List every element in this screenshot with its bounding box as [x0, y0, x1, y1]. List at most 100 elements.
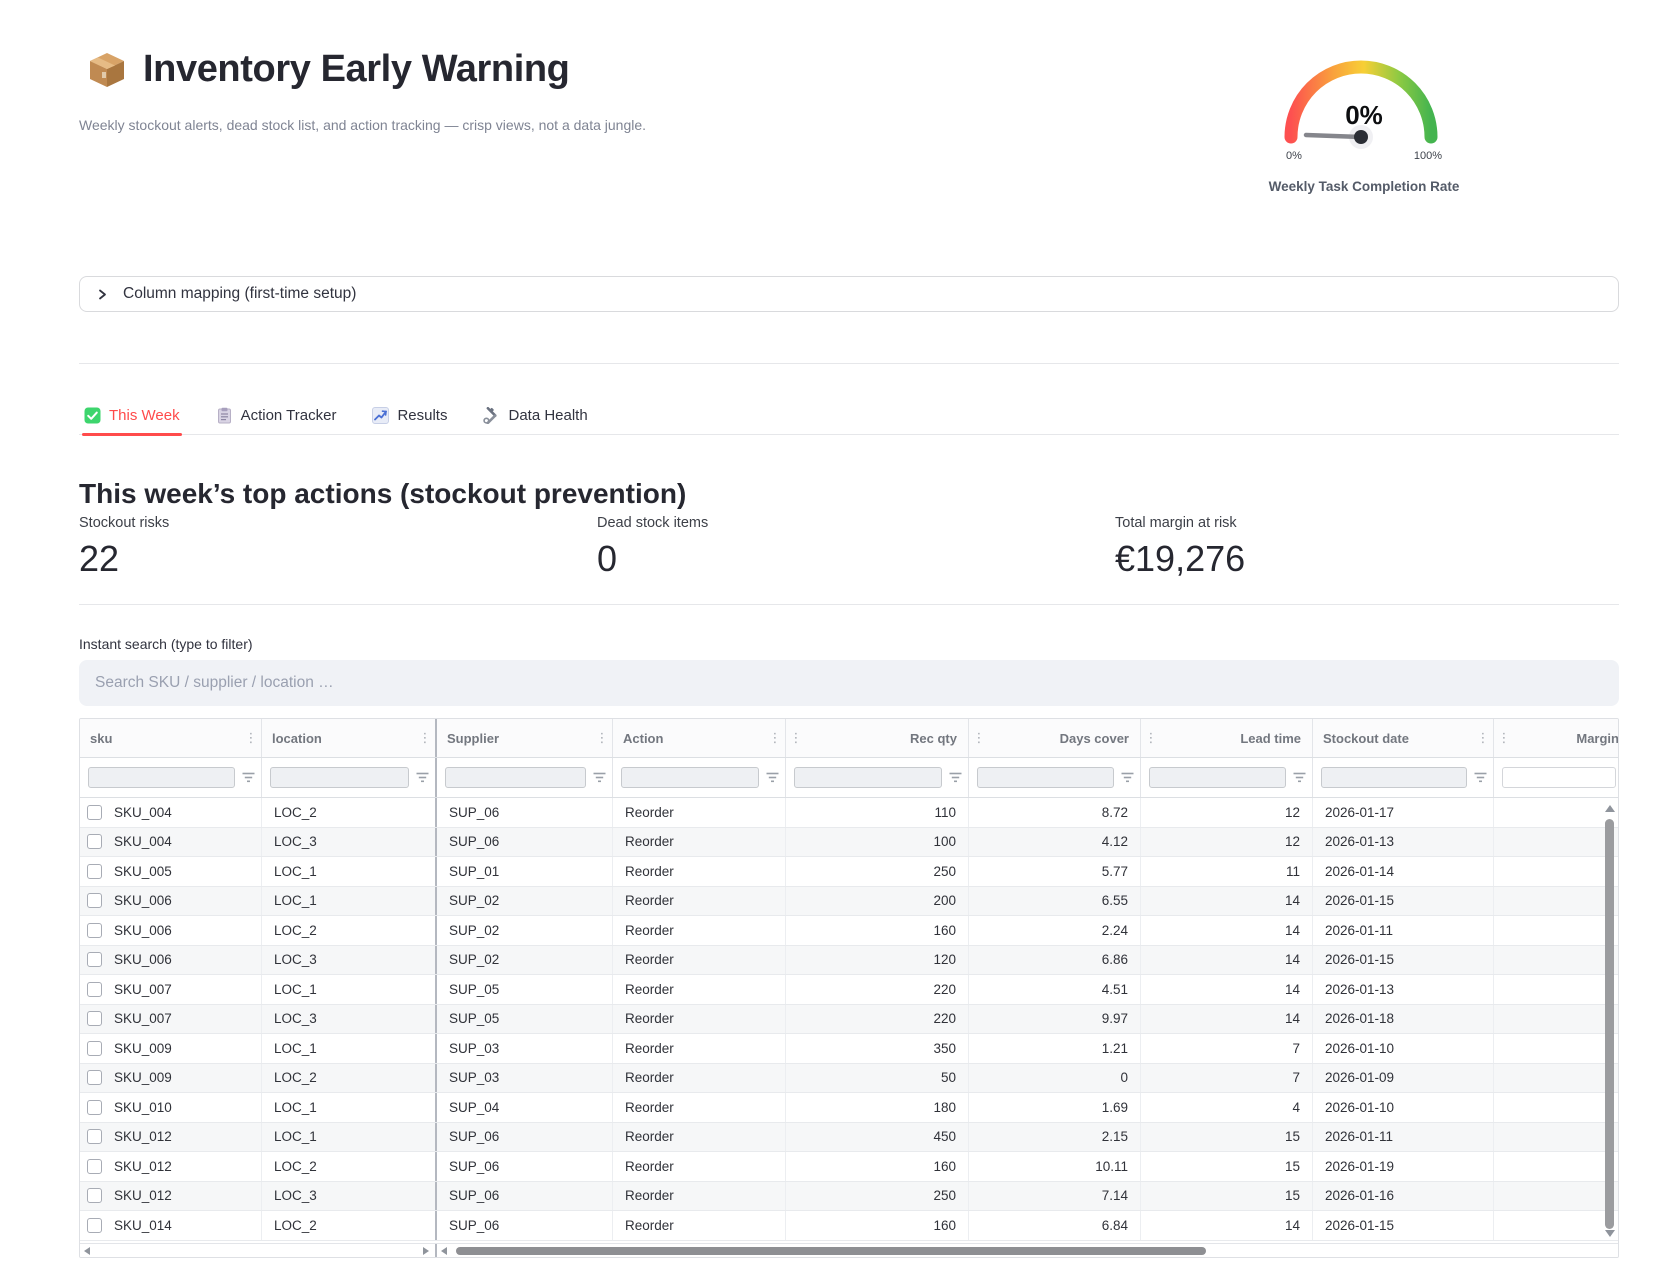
column-mapping-expander[interactable]: Column mapping (first-time setup): [79, 276, 1619, 312]
tools-icon: [483, 406, 500, 425]
column-header-supplier[interactable]: Supplier ⋮: [437, 719, 613, 757]
filter-input-action[interactable]: [621, 767, 759, 788]
filter-icon[interactable]: [759, 758, 785, 797]
filter-icon[interactable]: [942, 758, 968, 797]
row-checkbox[interactable]: [87, 863, 102, 879]
horizontal-scrollbar[interactable]: [80, 1243, 1618, 1257]
filter-input-margin[interactable]: [1502, 767, 1616, 788]
vertical-scrollbar[interactable]: [1604, 799, 1616, 1245]
pinned-columns-scroll-track[interactable]: [80, 1244, 437, 1257]
tab-action-tracker[interactable]: Action Tracker: [214, 397, 339, 434]
column-menu-icon[interactable]: ⋮: [595, 730, 609, 745]
column-header-stockout-date[interactable]: Stockout date ⋮: [1313, 719, 1494, 757]
row-checkbox[interactable]: [87, 1099, 102, 1115]
column-header-action[interactable]: Action ⋮: [613, 719, 786, 757]
cell-value: 8.72: [1101, 804, 1128, 820]
cell-value: Reorder: [625, 863, 674, 879]
scroll-down-arrow-icon[interactable]: [1605, 1230, 1615, 1237]
tab-bar: This Week Action Tracker Results Data Healt…: [79, 397, 1619, 436]
table-cell: 160: [786, 1152, 969, 1181]
cell-value: 180: [933, 1099, 956, 1115]
main-scroll-track[interactable]: [437, 1244, 1618, 1257]
filter-icon[interactable]: [1286, 758, 1312, 797]
filter-input-sku[interactable]: [88, 767, 235, 788]
column-label: location: [272, 730, 322, 746]
table-cell: 4: [1141, 1093, 1313, 1122]
column-menu-icon[interactable]: ⋮: [244, 730, 258, 745]
metric-value: €19,276: [1115, 538, 1246, 579]
column-menu-icon[interactable]: ⋮: [972, 730, 986, 745]
column-header-margin[interactable]: ⋮ Margin: [1494, 719, 1619, 757]
row-checkbox[interactable]: [87, 981, 102, 997]
gauge-min-label: 0%: [1286, 150, 1302, 162]
row-checkbox[interactable]: [87, 893, 102, 909]
column-menu-icon[interactable]: ⋮: [789, 730, 803, 745]
row-checkbox[interactable]: [87, 1070, 102, 1086]
column-menu-icon[interactable]: ⋮: [1476, 730, 1490, 745]
filter-icon[interactable]: [1467, 758, 1493, 797]
cell-value: Reorder: [625, 1158, 674, 1174]
table-cell: LOC_1: [262, 1034, 437, 1063]
scroll-right-arrow-icon[interactable]: [423, 1247, 429, 1255]
row-checkbox[interactable]: [87, 922, 102, 938]
filter-input-lead-time[interactable]: [1149, 767, 1286, 788]
table-cell: 2026-01-09: [1313, 1063, 1494, 1092]
filter-input-rec-qty[interactable]: [794, 767, 942, 788]
row-checkbox[interactable]: [87, 1040, 102, 1056]
metrics-row: Stockout risks 22 Dead stock items 0 Total m…: [79, 515, 1619, 581]
row-checkbox[interactable]: [87, 952, 102, 968]
column-header-location[interactable]: location ⋮: [262, 719, 437, 757]
column-label: Margin: [1576, 730, 1618, 746]
cell-value: LOC_3: [274, 1011, 317, 1027]
filter-input-location[interactable]: [270, 767, 409, 788]
row-checkbox[interactable]: [87, 1011, 102, 1027]
cell-value: 2026-01-13: [1325, 981, 1395, 997]
filter-input-stockout-date[interactable]: [1321, 767, 1467, 788]
tab-this-week[interactable]: This Week: [82, 397, 182, 436]
cell-value: SUP_02: [449, 922, 500, 938]
table-cell: 2026-01-16: [1313, 1181, 1494, 1210]
cell-value: Reorder: [625, 1129, 674, 1145]
table-cell: 14: [1141, 975, 1313, 1004]
cell-value: SUP_05: [449, 1011, 500, 1027]
column-menu-icon[interactable]: ⋮: [1144, 730, 1158, 745]
cell-value: 2026-01-15: [1325, 1217, 1395, 1233]
table-cell: Reorder: [613, 1211, 786, 1240]
cell-value: 220: [933, 981, 956, 997]
table-row: SKU_009 LOC_2 SUP_03 Reorder 50 0 7 2026-01-09: [80, 1063, 1618, 1093]
tab-results[interactable]: Results: [370, 397, 449, 434]
filter-icon[interactable]: [235, 758, 261, 797]
cell-value: 7: [1292, 1040, 1300, 1056]
row-checkbox[interactable]: [87, 834, 102, 850]
filter-icon[interactable]: [586, 758, 612, 797]
column-menu-icon[interactable]: ⋮: [418, 730, 432, 745]
row-checkbox[interactable]: [87, 804, 102, 820]
row-checkbox[interactable]: [87, 1217, 102, 1233]
filter-input-supplier[interactable]: [445, 767, 586, 788]
column-header-sku[interactable]: sku ⋮: [80, 719, 262, 757]
horizontal-scroll-thumb[interactable]: [456, 1247, 1206, 1255]
row-checkbox[interactable]: [87, 1129, 102, 1145]
column-header-days-cover[interactable]: ⋮ Days cover: [969, 719, 1141, 757]
vertical-scroll-thumb[interactable]: [1605, 819, 1614, 1229]
row-checkbox[interactable]: [87, 1188, 102, 1204]
cell-value: LOC_2: [274, 1158, 317, 1174]
filter-input-days-cover[interactable]: [977, 767, 1114, 788]
chevron-right-icon: [97, 289, 108, 300]
column-header-rec-qty[interactable]: ⋮ Rec qty: [786, 719, 969, 757]
tab-data-health[interactable]: Data Health: [481, 397, 589, 434]
scroll-left-arrow-icon[interactable]: [441, 1247, 447, 1255]
row-checkbox[interactable]: [87, 1158, 102, 1174]
cell-value: 2.15: [1101, 1129, 1128, 1145]
search-input[interactable]: [79, 660, 1619, 706]
column-label: Action: [623, 730, 664, 746]
scroll-left-arrow-icon[interactable]: [84, 1247, 90, 1255]
cell-value: SKU_006: [114, 893, 172, 909]
column-menu-icon[interactable]: ⋮: [1497, 730, 1511, 745]
column-menu-icon[interactable]: ⋮: [768, 730, 782, 745]
cell-value: 2026-01-11: [1325, 922, 1394, 938]
column-header-lead-time[interactable]: ⋮ Lead time: [1141, 719, 1313, 757]
scroll-up-arrow-icon[interactable]: [1605, 805, 1615, 812]
filter-icon[interactable]: [409, 758, 435, 797]
filter-icon[interactable]: [1114, 758, 1140, 797]
